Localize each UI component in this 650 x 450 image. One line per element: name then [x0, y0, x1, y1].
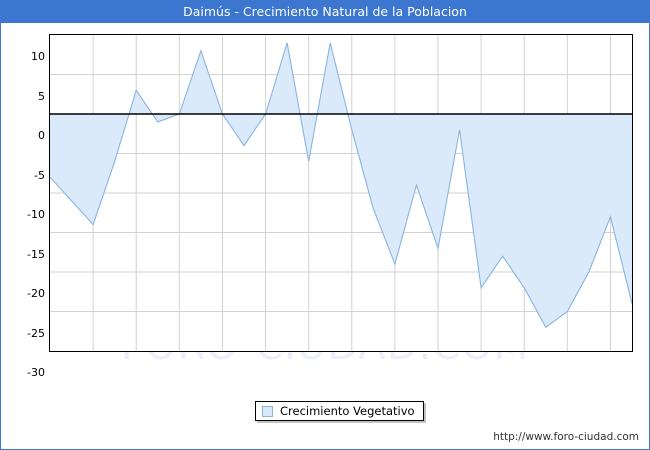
window-title: Daimús - Crecimiento Natural de la Pobla…: [1, 1, 649, 23]
y-axis-tick-label: -15: [27, 247, 45, 261]
series-line-crecimiento-vegetativo: [50, 42, 632, 329]
y-axis-tick-label: -25: [27, 326, 45, 340]
chart-plot-svg: [50, 35, 632, 351]
legend-swatch-icon: [262, 405, 273, 417]
plot-frame: [49, 34, 633, 352]
y-axis-tick-label: 10: [31, 50, 45, 63]
legend-label: Crecimiento Vegetativo: [280, 404, 415, 418]
y-axis-labels: 10 5 0 -5 -10 -15 -20 -25 -30: [1, 45, 45, 385]
chart-legend[interactable]: Crecimiento Vegetativo: [255, 401, 424, 421]
y-axis-tick-label: -5: [34, 168, 45, 182]
source-url[interactable]: http://www.foro-ciudad.com: [493, 431, 639, 443]
y-axis-tick-label: 5: [38, 89, 45, 103]
y-axis-tick-label: 0: [38, 129, 45, 142]
y-axis-tick-label: -30: [27, 366, 45, 379]
y-axis-tick-label: -20: [27, 287, 45, 300]
y-axis-tick-label: -10: [27, 208, 45, 221]
